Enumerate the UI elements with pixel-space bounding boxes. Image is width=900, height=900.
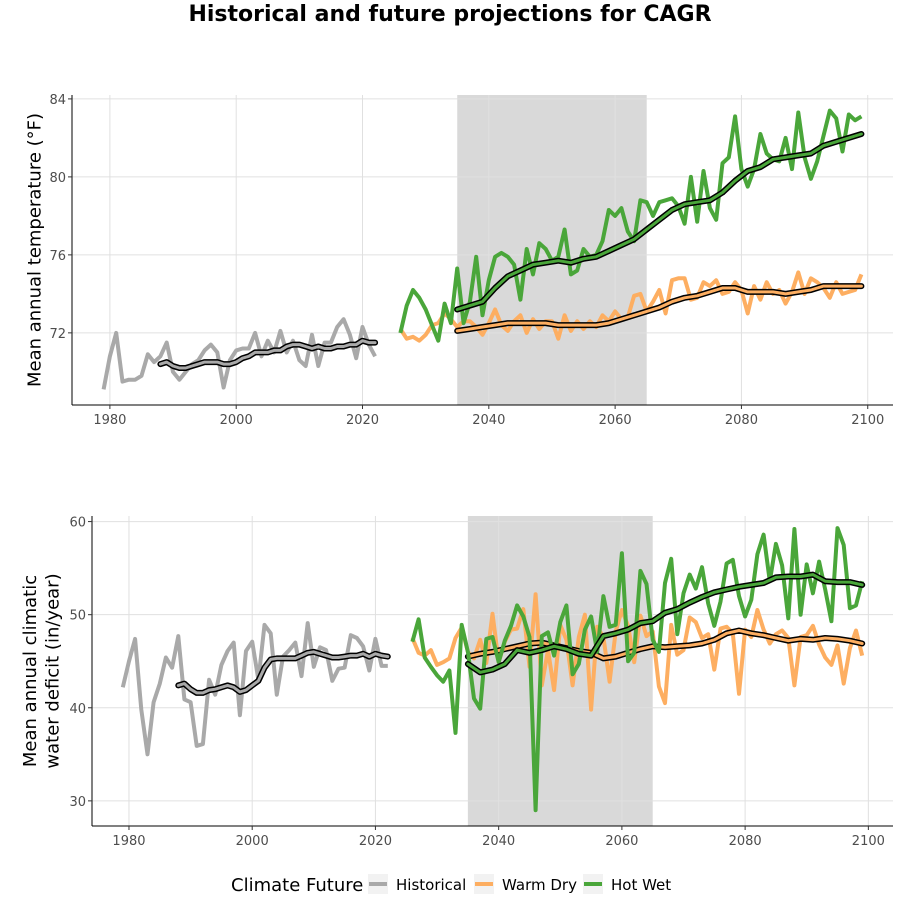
y-axis-label: Mean annual temperature (°F) — [24, 113, 45, 387]
x-tick-label: 2020 — [359, 834, 392, 849]
series-warm-dry-smooth — [466, 629, 864, 660]
panels: 1980 2000 2020 2040 2060 2080 2100 72 76 80 84 Mean… — [20, 93, 893, 849]
y-tick-label: 30 — [69, 795, 86, 810]
series-hot-wet-smooth — [455, 132, 863, 311]
x-tick-label: 2040 — [472, 413, 505, 428]
x-tick-label: 2060 — [599, 413, 632, 428]
y-tick-label: 76 — [49, 249, 66, 264]
x-tick-label: 1980 — [93, 413, 126, 428]
x-tick-label: 2100 — [851, 413, 884, 428]
chart-title: Historical and future projections for CA… — [188, 2, 711, 27]
x-tick-label: 2080 — [725, 413, 758, 428]
series-historical-smooth — [158, 339, 377, 370]
x-tick-label: 2040 — [482, 834, 515, 849]
y-axis-label-line: Mean annual temperature (°F) — [24, 113, 45, 387]
legend-entry-label: Hot Wet — [611, 876, 671, 894]
series-warm-dry-smooth — [455, 284, 863, 333]
y-tick-label: 72 — [49, 327, 66, 342]
series-historical — [120, 621, 388, 757]
y-tick-label: 60 — [69, 516, 86, 531]
x-tick-label: 1980 — [112, 834, 145, 849]
x-tick-label: 2020 — [346, 413, 379, 428]
x-tick-label: 2000 — [220, 413, 253, 428]
legend-entry-label: Historical — [396, 876, 466, 894]
y-tick-label: 84 — [49, 93, 66, 108]
series-historical — [101, 317, 377, 390]
y-tick-label: 50 — [69, 609, 86, 624]
x-tick-label: 2060 — [605, 834, 638, 849]
x-tick-label: 2100 — [852, 834, 885, 849]
series-hot-wet-smooth — [466, 573, 864, 674]
y-axis-label-line: Mean annual climatic — [20, 575, 41, 767]
x-tick-label: 2080 — [729, 834, 762, 849]
y-tick-label: 80 — [49, 171, 66, 186]
legend-entry-label: Warm Dry — [502, 876, 577, 894]
legend-title: Climate Future — [231, 875, 363, 896]
legend: Climate Future Historical Warm Dry Hot Wet — [231, 874, 671, 896]
y-axis-label: Mean annual climaticwater deficit (in/ye… — [20, 573, 64, 768]
y-tick-label: 40 — [69, 702, 86, 717]
shaded-period — [457, 95, 647, 405]
panel-2: 1980 2000 2020 2040 2060 2080 2100 30 40 50 60 Mean… — [20, 516, 893, 849]
series-historical-smooth — [176, 650, 390, 695]
y-axis-label-line: water deficit (in/year) — [43, 573, 64, 768]
series-hot-wet — [410, 526, 865, 813]
panel-1: 1980 2000 2020 2040 2060 2080 2100 72 76 80 84 Mean… — [24, 93, 893, 428]
x-tick-label: 2000 — [236, 834, 269, 849]
series-hot-wet — [398, 108, 863, 343]
